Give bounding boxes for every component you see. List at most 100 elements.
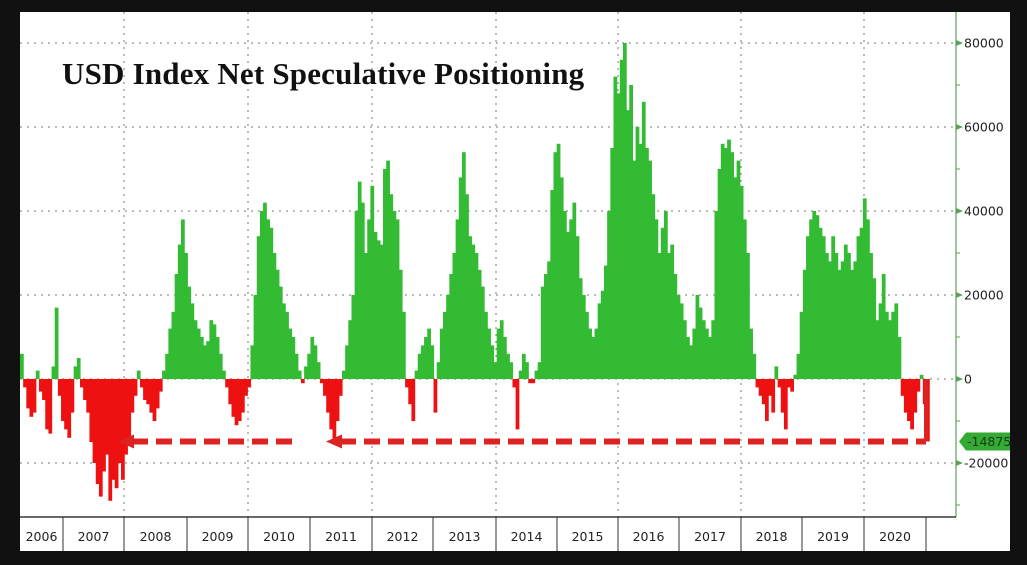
bar-negative bbox=[777, 379, 782, 388]
x-tick-label: 2019 bbox=[817, 529, 849, 544]
bar-positive bbox=[749, 328, 753, 379]
bar-negative bbox=[405, 379, 409, 388]
bar-positive bbox=[739, 185, 744, 379]
bar-negative bbox=[913, 379, 918, 413]
x-tick-label: 2020 bbox=[879, 529, 911, 544]
bar-positive bbox=[275, 269, 280, 379]
bar-negative bbox=[127, 379, 132, 438]
bar-positive bbox=[796, 353, 801, 379]
bar-positive bbox=[651, 194, 656, 379]
bar-positive bbox=[616, 93, 621, 380]
last-value-badge bbox=[959, 432, 1010, 451]
bar-negative bbox=[531, 379, 536, 384]
bar-positive bbox=[632, 160, 637, 379]
bar-positive bbox=[569, 219, 574, 379]
bar-positive bbox=[383, 169, 387, 379]
bar-positive bbox=[799, 311, 804, 379]
bar-negative bbox=[32, 379, 37, 413]
bar-positive bbox=[698, 307, 703, 379]
bar-negative bbox=[89, 379, 94, 442]
bar-positive bbox=[774, 366, 779, 379]
bar-positive bbox=[850, 269, 854, 379]
bar-positive bbox=[812, 211, 817, 379]
bar-positive bbox=[184, 253, 188, 379]
bar-positive bbox=[837, 269, 842, 379]
bar-negative bbox=[83, 379, 87, 400]
bar-negative bbox=[121, 379, 125, 480]
bar-positive bbox=[635, 127, 640, 379]
bar-positive bbox=[443, 311, 447, 379]
bar-positive bbox=[818, 227, 823, 379]
bar-positive bbox=[588, 328, 592, 379]
bar-positive bbox=[269, 227, 274, 379]
bar-positive bbox=[717, 169, 722, 379]
bar-negative bbox=[408, 379, 413, 405]
bar-negative bbox=[761, 379, 766, 405]
bar-positive bbox=[537, 362, 542, 379]
bar-positive bbox=[282, 303, 286, 379]
arrowhead-icon bbox=[118, 434, 134, 449]
x-tick-label: 2014 bbox=[511, 529, 543, 544]
bar-positive bbox=[367, 219, 372, 379]
bar-positive bbox=[559, 177, 564, 379]
bar-positive bbox=[76, 358, 81, 379]
bar-positive bbox=[196, 328, 201, 379]
bar-positive bbox=[199, 337, 204, 379]
bar-positive bbox=[544, 274, 548, 379]
x-tick-label: 2012 bbox=[387, 529, 419, 544]
bar-positive bbox=[856, 236, 861, 379]
bar-positive bbox=[304, 366, 308, 379]
bar-positive bbox=[168, 328, 173, 379]
bar-positive bbox=[474, 253, 479, 379]
bar-positive bbox=[654, 219, 659, 379]
bar-positive bbox=[591, 337, 596, 379]
bar-positive bbox=[222, 370, 226, 379]
bar-positive bbox=[263, 202, 267, 379]
bar-positive bbox=[730, 152, 735, 379]
bar-positive bbox=[259, 211, 264, 379]
bar-positive bbox=[581, 295, 586, 379]
bar-positive bbox=[468, 236, 473, 379]
bar-positive bbox=[351, 295, 356, 379]
bar-negative bbox=[48, 379, 53, 434]
bar-positive bbox=[162, 370, 166, 379]
bar-positive bbox=[663, 211, 668, 379]
bar-positive bbox=[493, 362, 498, 379]
bar-negative bbox=[907, 379, 911, 421]
bar-positive bbox=[496, 328, 501, 379]
x-tick-label: 2013 bbox=[449, 529, 481, 544]
bar-positive bbox=[193, 320, 198, 379]
bar-negative bbox=[237, 379, 242, 421]
bar-positive bbox=[341, 370, 346, 379]
bar-negative bbox=[515, 379, 520, 430]
bar-positive bbox=[645, 148, 649, 379]
bar-positive bbox=[667, 253, 671, 379]
bar-positive bbox=[705, 328, 709, 379]
bar-negative bbox=[117, 379, 122, 463]
bar-negative bbox=[146, 379, 151, 405]
bar-positive bbox=[187, 286, 192, 379]
bar-positive bbox=[859, 227, 864, 379]
bar-negative bbox=[95, 379, 100, 484]
bar-positive bbox=[420, 345, 425, 379]
bar-positive bbox=[35, 370, 40, 379]
bar-positive bbox=[613, 76, 618, 379]
bar-positive bbox=[862, 198, 867, 379]
bar-positive bbox=[439, 328, 444, 379]
bar-positive bbox=[518, 370, 523, 379]
bar-positive bbox=[174, 274, 179, 379]
bar-positive bbox=[828, 261, 832, 379]
bar-negative bbox=[758, 379, 763, 396]
bar-negative bbox=[79, 379, 84, 388]
bar-positive bbox=[626, 110, 630, 379]
bar-negative bbox=[910, 379, 914, 430]
bar-positive bbox=[597, 303, 602, 379]
y-axis: 80000 60000 40000 20000 0 -20000 -14875 bbox=[955, 12, 1010, 517]
bar-positive bbox=[266, 219, 270, 379]
x-tick-label: 2007 bbox=[78, 529, 110, 544]
bar-positive bbox=[278, 286, 283, 379]
chart-title: USD Index Net Speculative Positioning bbox=[62, 56, 585, 91]
bar-positive bbox=[212, 324, 217, 379]
bar-positive bbox=[256, 236, 261, 379]
bar-positive bbox=[550, 190, 555, 379]
